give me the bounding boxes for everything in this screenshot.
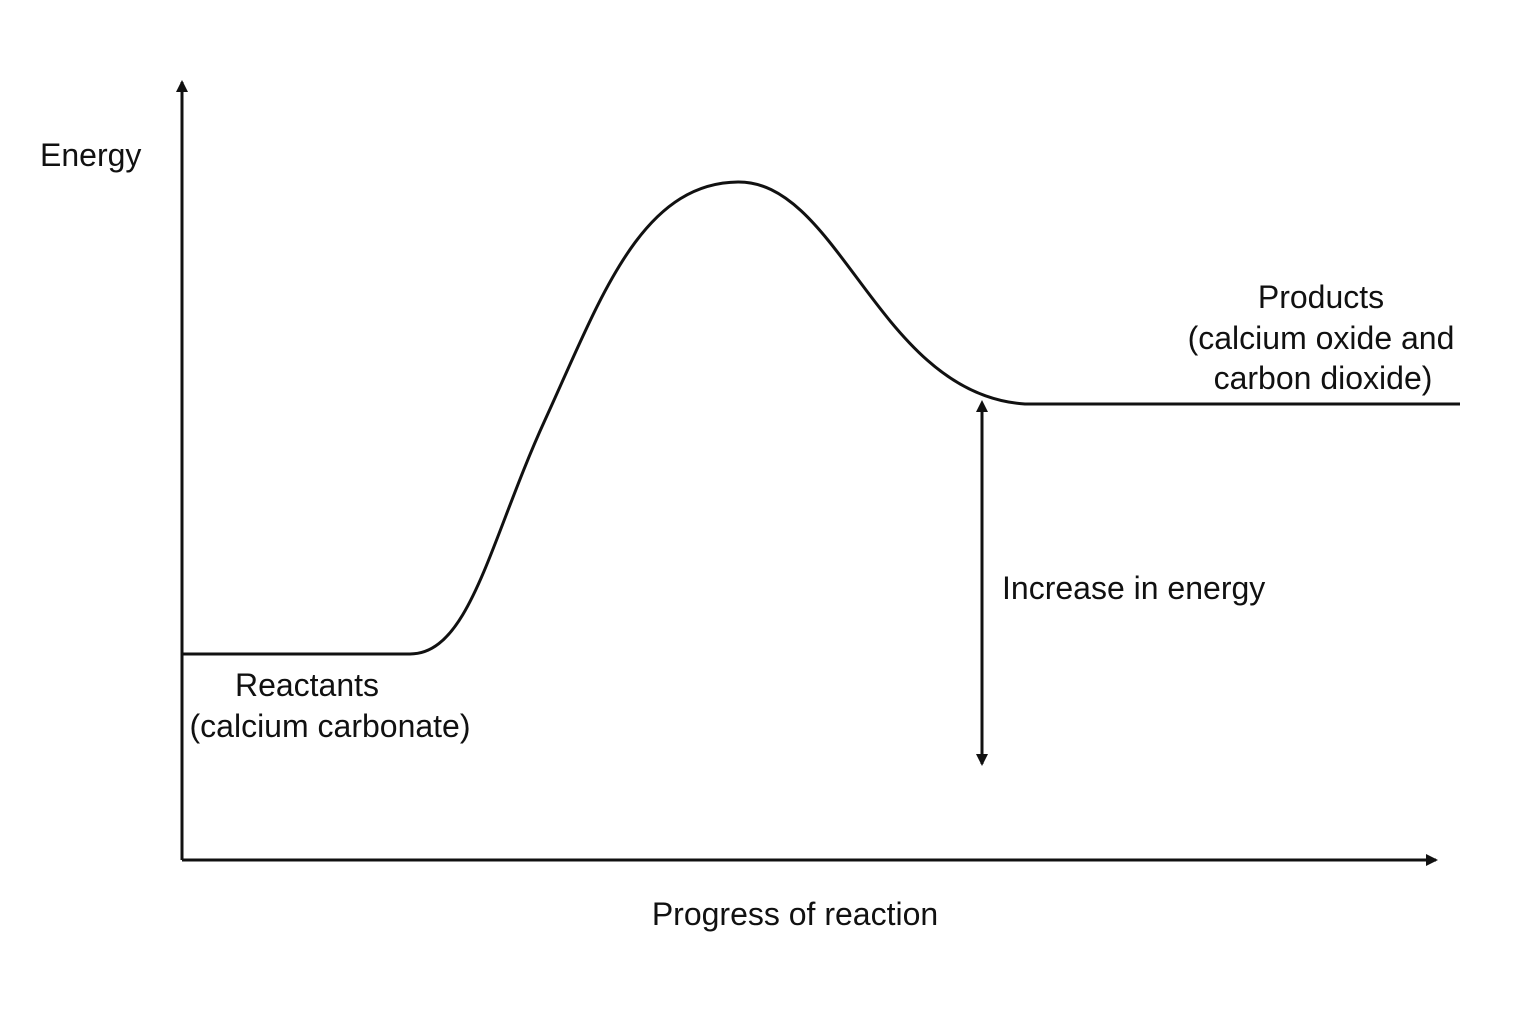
- products-label: Products: [1258, 279, 1384, 315]
- products-formula-label-line1: (calcium oxide and: [1188, 320, 1455, 356]
- x-axis-label: Progress of reaction: [652, 896, 938, 932]
- energy-change-label: Increase in energy: [1002, 570, 1265, 606]
- reactants-label: Reactants: [235, 667, 379, 703]
- products-formula-label-line2: carbon dioxide): [1214, 360, 1433, 396]
- reactants-formula-label: (calcium carbonate): [190, 708, 471, 744]
- y-axis-label: Energy: [40, 137, 141, 173]
- energy-profile-curve: [182, 180, 1460, 656]
